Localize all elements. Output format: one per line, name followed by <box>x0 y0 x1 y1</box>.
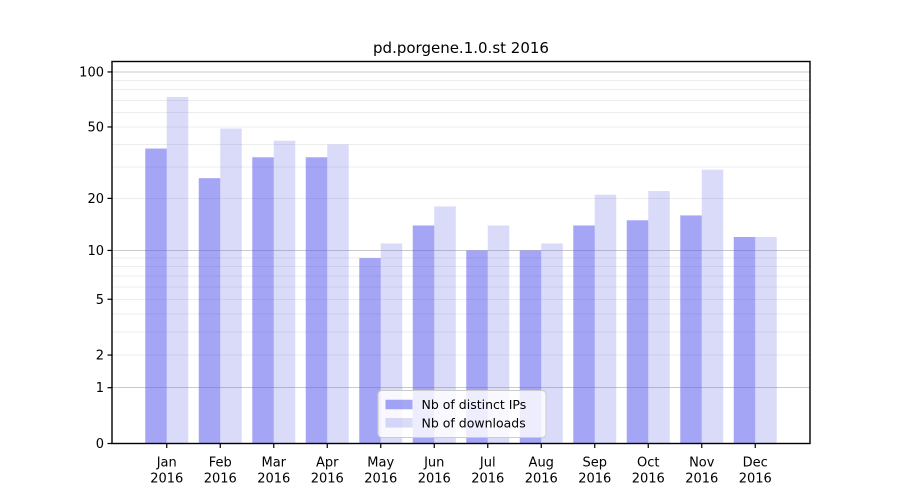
x-tick-label-jan: Jan <box>156 456 177 471</box>
y-tick-label-100: 100 <box>79 65 104 80</box>
x-tick-label-aug: Aug <box>529 456 554 471</box>
legend-swatch-downloads <box>385 418 413 428</box>
x-tick-label-nov: Nov <box>689 456 715 471</box>
bar-dec-downloads <box>755 237 777 444</box>
bar-nov-downloads <box>701 169 724 444</box>
y-tick-label-10: 10 <box>87 244 104 259</box>
bar-jun-distinct-ips <box>412 225 435 444</box>
axes-layer: 1005020105210Jan2016Feb2016Mar2016Apr201… <box>79 60 811 487</box>
bars-layer <box>145 96 777 444</box>
x-tick-year-sep: 2016 <box>578 472 611 487</box>
bar-sep-distinct-ips <box>573 225 595 444</box>
x-tick-label-mar: Mar <box>261 456 286 471</box>
x-tick-year-may: 2016 <box>364 472 397 487</box>
bar-jan-distinct-ips <box>145 148 167 444</box>
bar-sep-downloads <box>594 194 617 444</box>
x-tick-label-apr: Apr <box>316 456 339 471</box>
x-tick-year-jan: 2016 <box>150 472 183 487</box>
x-tick-label-dec: Dec <box>743 456 768 471</box>
legend-swatch-distinct-ips <box>385 399 413 410</box>
y-tick-label-50: 50 <box>87 120 104 135</box>
legend: Nb of distinct IPs Nb of downloads <box>377 390 547 438</box>
x-tick-label-sep: Sep <box>582 456 607 471</box>
x-tick-label-oct: Oct <box>637 456 659 471</box>
bar-apr-downloads <box>327 144 349 444</box>
x-tick-year-nov: 2016 <box>685 472 718 487</box>
x-tick-year-aug: 2016 <box>525 472 558 487</box>
y-tick-label-0: 0 <box>96 437 104 452</box>
x-tick-year-feb: 2016 <box>204 472 237 487</box>
gridlines-layer <box>112 71 810 389</box>
bar-feb-distinct-ips <box>198 178 221 444</box>
plot-border <box>111 60 811 445</box>
x-tick-year-mar: 2016 <box>257 472 290 487</box>
legend-box <box>377 390 547 438</box>
x-tick-year-jun: 2016 <box>418 472 451 487</box>
bar-jul-downloads <box>487 225 510 444</box>
legend-label-downloads: Nb of downloads <box>422 415 526 430</box>
x-tick-year-apr: 2016 <box>311 472 344 487</box>
bar-oct-distinct-ips <box>626 220 649 444</box>
bar-may-distinct-ips <box>359 258 381 444</box>
y-tick-label-2: 2 <box>96 349 104 364</box>
y-tick-label-20: 20 <box>87 192 104 207</box>
y-tick-label-1: 1 <box>96 381 104 396</box>
x-tick-label-jun: Jun <box>423 456 444 471</box>
x-tick-year-dec: 2016 <box>739 472 772 487</box>
bar-jun-downloads <box>434 206 456 444</box>
bar-mar-downloads <box>273 140 296 444</box>
bar-nov-distinct-ips <box>680 215 702 444</box>
y-tick-label-5: 5 <box>96 293 104 308</box>
bar-mar-distinct-ips <box>252 157 274 444</box>
bar-oct-downloads <box>648 191 670 444</box>
bar-jan-downloads <box>166 96 189 444</box>
x-tick-year-oct: 2016 <box>632 472 665 487</box>
x-tick-label-may: May <box>367 456 394 471</box>
x-tick-label-jul: Jul <box>479 456 496 471</box>
bar-apr-distinct-ips <box>305 157 328 444</box>
chart-title: pd.porgene.1.0.st 2016 <box>373 39 549 57</box>
x-tick-year-jul: 2016 <box>471 472 504 487</box>
x-tick-label-feb: Feb <box>209 456 232 471</box>
bar-feb-downloads <box>220 128 242 444</box>
legend-label-distinct-ips: Nb of distinct IPs <box>422 397 527 412</box>
bar-aug-downloads <box>541 243 563 444</box>
bar-dec-distinct-ips <box>733 237 756 444</box>
